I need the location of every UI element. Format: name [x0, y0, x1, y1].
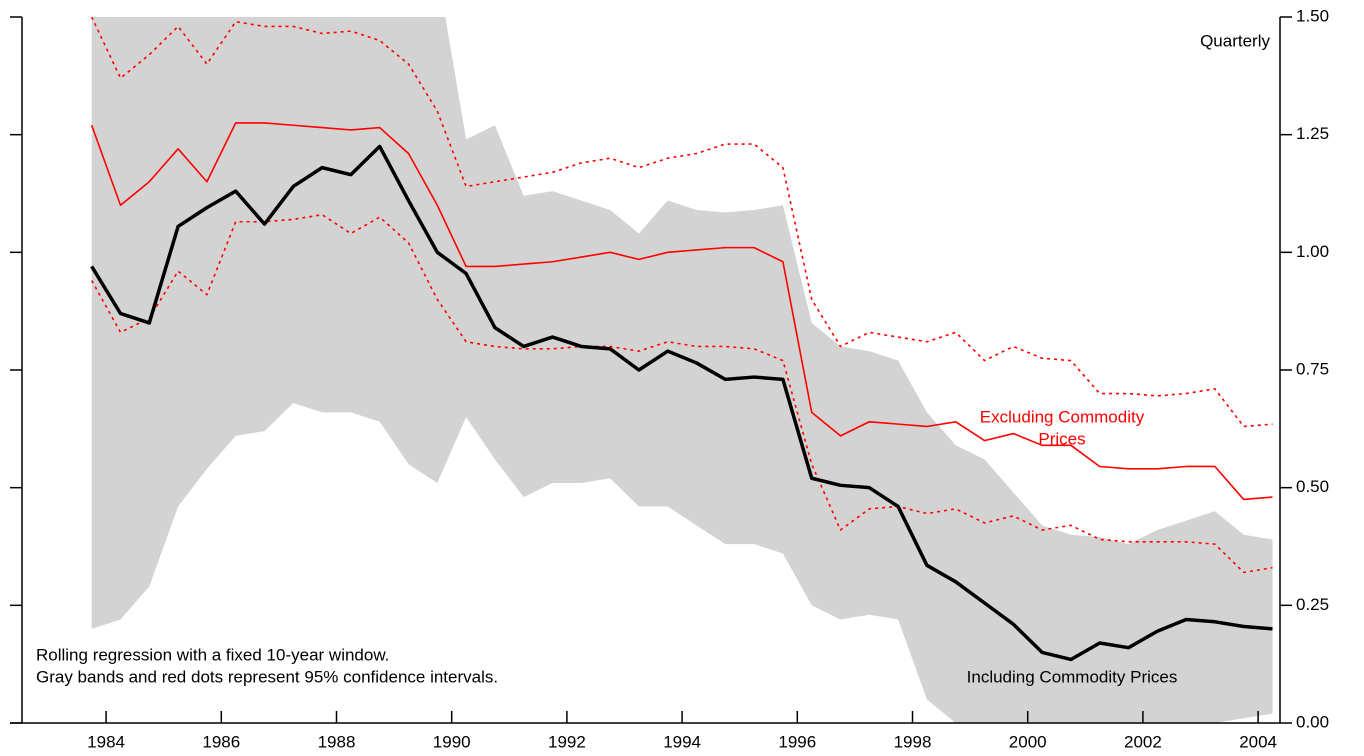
- x-tick-label: 1994: [663, 732, 701, 751]
- x-tick-label: 1996: [778, 732, 816, 751]
- x-tick-label: 2002: [1124, 732, 1162, 751]
- series-label: Including Commodity Prices: [967, 667, 1178, 686]
- x-tick-label: 2004: [1239, 732, 1277, 751]
- y-tick-label: 1.00: [1296, 242, 1329, 261]
- x-tick-label: 1992: [548, 732, 586, 751]
- series-label: Excluding Commodity: [980, 407, 1145, 426]
- x-tick-label: 1986: [202, 732, 240, 751]
- series-line: [90, 122, 1273, 501]
- y-tick-label: 0.00: [1296, 712, 1329, 731]
- confidence-band: [91, 17, 1273, 723]
- note: Gray bands and red dots represent 95% co…: [36, 667, 498, 686]
- y-tick-label: 1.25: [1296, 124, 1329, 143]
- x-tick-label: 1998: [894, 732, 932, 751]
- y-tick-label: 0.25: [1296, 595, 1329, 614]
- x-tick-label: 1984: [87, 732, 125, 751]
- y-tick-label: 1.50: [1296, 6, 1329, 25]
- note: Rolling regression with a fixed 10-year …: [36, 645, 389, 664]
- x-tick-label: 2000: [1009, 732, 1047, 751]
- frequency-label: Quarterly: [1200, 31, 1270, 50]
- series-line: [90, 213, 1273, 574]
- x-tick-label: 1990: [433, 732, 471, 751]
- series-line: [90, 144, 1273, 662]
- series-line: [90, 17, 1273, 428]
- x-tick-label: 1988: [318, 732, 356, 751]
- y-tick-label: 0.75: [1296, 359, 1329, 378]
- plot-area: [90, 17, 1273, 723]
- series-label: Prices: [1038, 429, 1085, 448]
- y-tick-label: 0.50: [1296, 477, 1329, 496]
